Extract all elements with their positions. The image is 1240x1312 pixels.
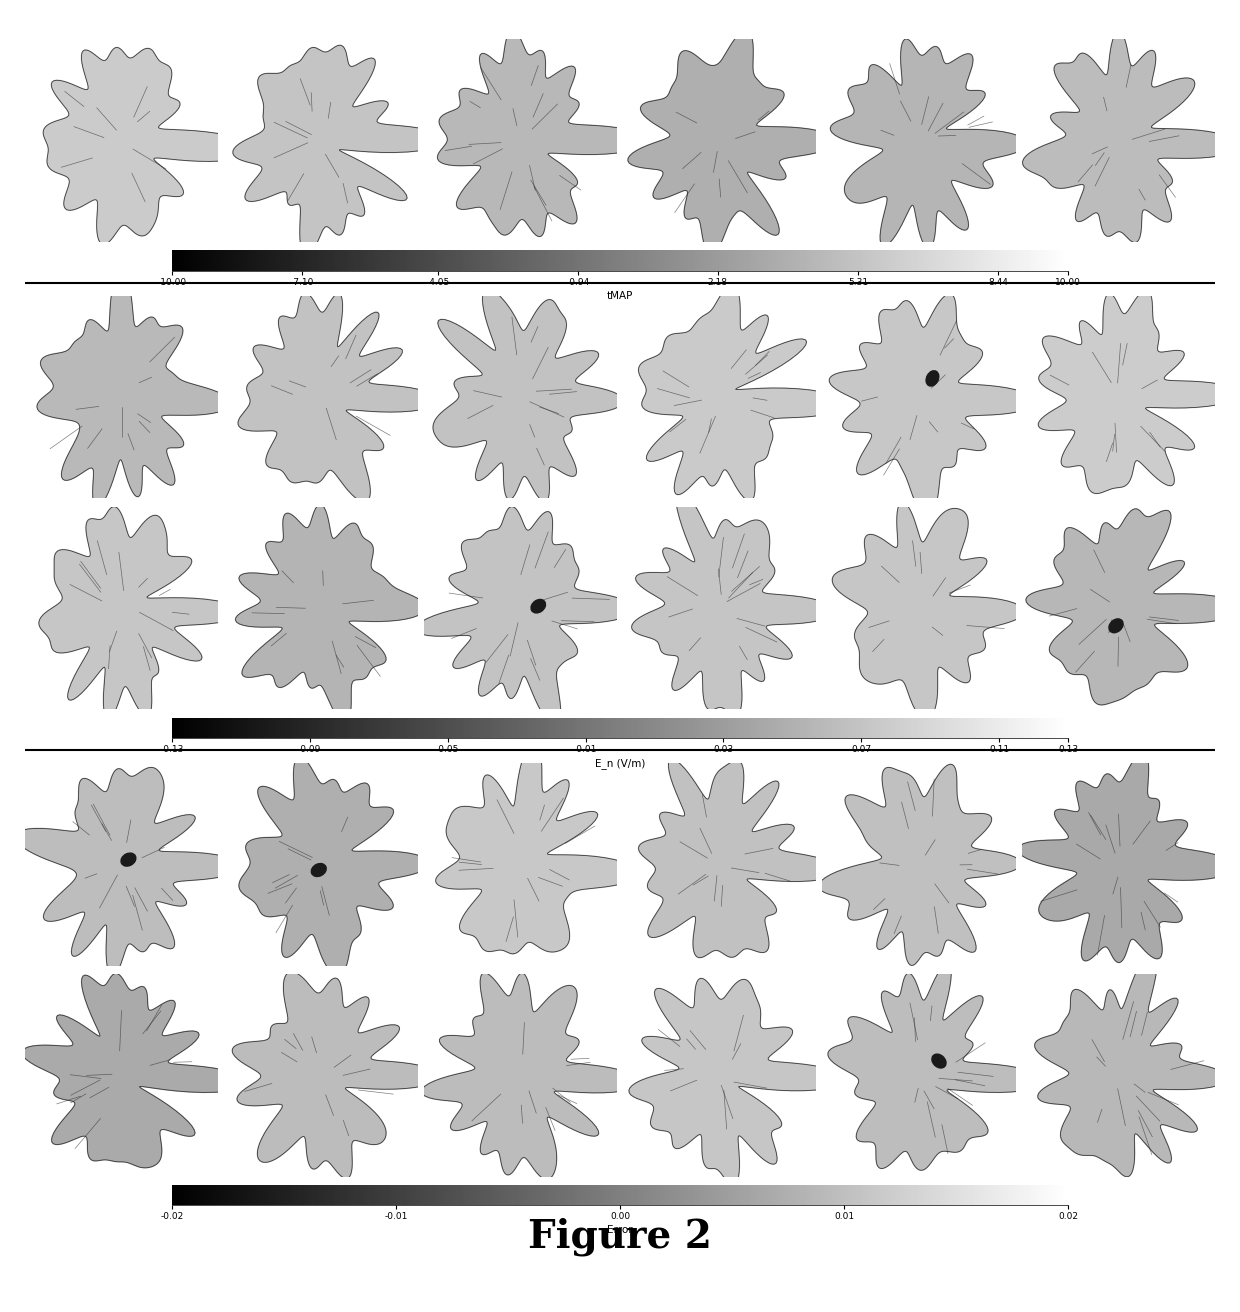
Polygon shape	[236, 505, 425, 722]
Polygon shape	[828, 963, 1044, 1170]
Ellipse shape	[531, 600, 546, 613]
Ellipse shape	[932, 1054, 946, 1068]
Polygon shape	[38, 506, 241, 719]
Ellipse shape	[926, 371, 939, 386]
Polygon shape	[238, 293, 439, 501]
Polygon shape	[627, 31, 836, 253]
Polygon shape	[639, 285, 846, 501]
X-axis label: E_n (V/m): E_n (V/m)	[595, 758, 645, 769]
Polygon shape	[831, 39, 1027, 248]
Polygon shape	[239, 757, 429, 975]
Polygon shape	[629, 979, 844, 1185]
Polygon shape	[1034, 949, 1228, 1177]
Polygon shape	[43, 47, 254, 244]
Polygon shape	[415, 506, 634, 726]
Polygon shape	[830, 294, 1034, 516]
Polygon shape	[1025, 509, 1240, 705]
Polygon shape	[1018, 753, 1235, 963]
Polygon shape	[1023, 31, 1239, 243]
Polygon shape	[435, 743, 637, 954]
Polygon shape	[433, 289, 624, 501]
Polygon shape	[832, 502, 1024, 719]
Polygon shape	[631, 488, 835, 715]
Polygon shape	[422, 974, 640, 1179]
Polygon shape	[639, 760, 839, 958]
Polygon shape	[232, 972, 439, 1178]
Polygon shape	[438, 30, 647, 236]
Text: Figure 2: Figure 2	[528, 1218, 712, 1257]
X-axis label: Error: Error	[608, 1225, 632, 1236]
Ellipse shape	[311, 863, 326, 876]
Polygon shape	[233, 45, 446, 256]
Ellipse shape	[1109, 619, 1123, 632]
Polygon shape	[818, 765, 1021, 966]
Polygon shape	[37, 272, 231, 506]
Polygon shape	[22, 974, 248, 1168]
Polygon shape	[1038, 290, 1239, 493]
Polygon shape	[15, 768, 241, 975]
X-axis label: tMAP: tMAP	[606, 291, 634, 300]
Ellipse shape	[122, 853, 136, 866]
